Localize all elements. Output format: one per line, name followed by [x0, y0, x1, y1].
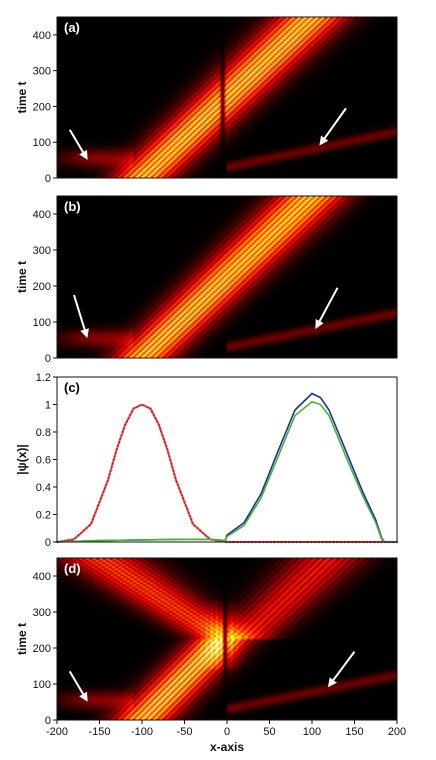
panel-a-arrow-2	[319, 107, 347, 146]
panel-a-ytick-label: 100	[33, 137, 51, 149]
panel-a-label: (a)	[64, 20, 80, 35]
panel-d-xlabel: x-axis	[210, 740, 244, 754]
panel-c-series-1	[55, 403, 399, 544]
panel-d-ytick-label: 300	[33, 607, 51, 619]
panel-d-xtick-label: 100	[303, 726, 321, 738]
panel-b-ytick-label: 0	[45, 353, 51, 365]
panel-a-ylabel: time t	[15, 81, 29, 113]
panel-d-arrow-2	[327, 651, 356, 688]
panel-b-ytick-label: 300	[33, 245, 51, 257]
panel-c-ytick-label: 0.4	[36, 482, 51, 494]
panel-c-series-3	[56, 400, 397, 543]
panel-d-xtick-label: -150	[88, 726, 110, 738]
panel-c-ytick-label: 0.2	[36, 510, 51, 522]
panel-d-ylabel: time t	[15, 623, 29, 655]
panel-b-ylabel: time t	[15, 261, 29, 293]
panel-b-label: (b)	[64, 199, 81, 214]
panel-d-xtick-label: -100	[131, 726, 153, 738]
panel-d-xtick-label: -200	[46, 726, 68, 738]
panel-d-heatmap	[57, 558, 397, 720]
panel-d-ytick-label: 100	[33, 679, 51, 691]
panel-c-label: (c)	[64, 380, 80, 395]
panel-a-ytick-label: 0	[45, 173, 51, 185]
panel-d-xtick-label: 200	[388, 726, 406, 738]
panel-a-frame	[56, 16, 398, 179]
panel-a-arrow-1	[68, 129, 88, 160]
panel-c-ylabel: |ψ(x)|	[15, 444, 29, 474]
panel-c-ytick-label: 0	[45, 537, 51, 549]
panel-b-arrow-2	[315, 287, 339, 329]
panel-c-ytick-label: 0.8	[36, 427, 51, 439]
panel-b-arrow-1	[73, 294, 89, 339]
panel-a-heatmap	[57, 17, 397, 178]
panel-c-ytick-label: 1	[45, 400, 51, 412]
panel-d-label: (d)	[64, 561, 81, 576]
panel-b-frame	[56, 195, 398, 359]
panel-d-ytick-label: 0	[45, 715, 51, 727]
panel-c-background	[57, 377, 397, 542]
panel-b-heatmap	[57, 196, 397, 358]
panel-a-ytick-label: 300	[33, 66, 51, 78]
panel-a-ytick-label: 400	[33, 30, 51, 42]
panel-d-xtick-label: -50	[177, 726, 193, 738]
panel-d-xtick-label: 50	[263, 726, 275, 738]
panel-c-ytick-label: 0.6	[36, 455, 51, 467]
panel-d-xtick-label: 0	[224, 726, 230, 738]
panel-b-ytick-label: 200	[33, 281, 51, 293]
panel-d-ytick-label: 400	[33, 571, 51, 583]
panel-b-ytick-label: 400	[33, 209, 51, 221]
panel-b-ytick-label: 100	[33, 317, 51, 329]
panel-d-xtick-label: 150	[345, 726, 363, 738]
panel-d-arrow-1	[68, 670, 88, 702]
panel-a-ytick-label: 200	[33, 101, 51, 113]
panel-d-ytick-label: 200	[33, 643, 51, 655]
panel-c-ytick-label: 1.2	[36, 372, 51, 384]
